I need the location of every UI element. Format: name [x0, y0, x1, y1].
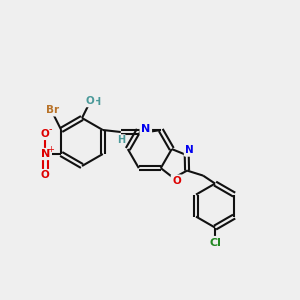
Text: H: H	[117, 135, 125, 145]
Text: O: O	[41, 129, 50, 139]
Text: N: N	[185, 145, 194, 155]
Text: O: O	[172, 176, 181, 186]
Text: N: N	[141, 124, 150, 134]
Text: Br: Br	[46, 105, 59, 115]
Text: +: +	[47, 145, 54, 154]
Text: Cl: Cl	[209, 238, 221, 248]
Text: N: N	[40, 149, 50, 159]
Text: O: O	[41, 170, 50, 180]
Text: H: H	[92, 97, 100, 107]
Text: O: O	[86, 96, 94, 106]
Text: -: -	[49, 124, 52, 134]
